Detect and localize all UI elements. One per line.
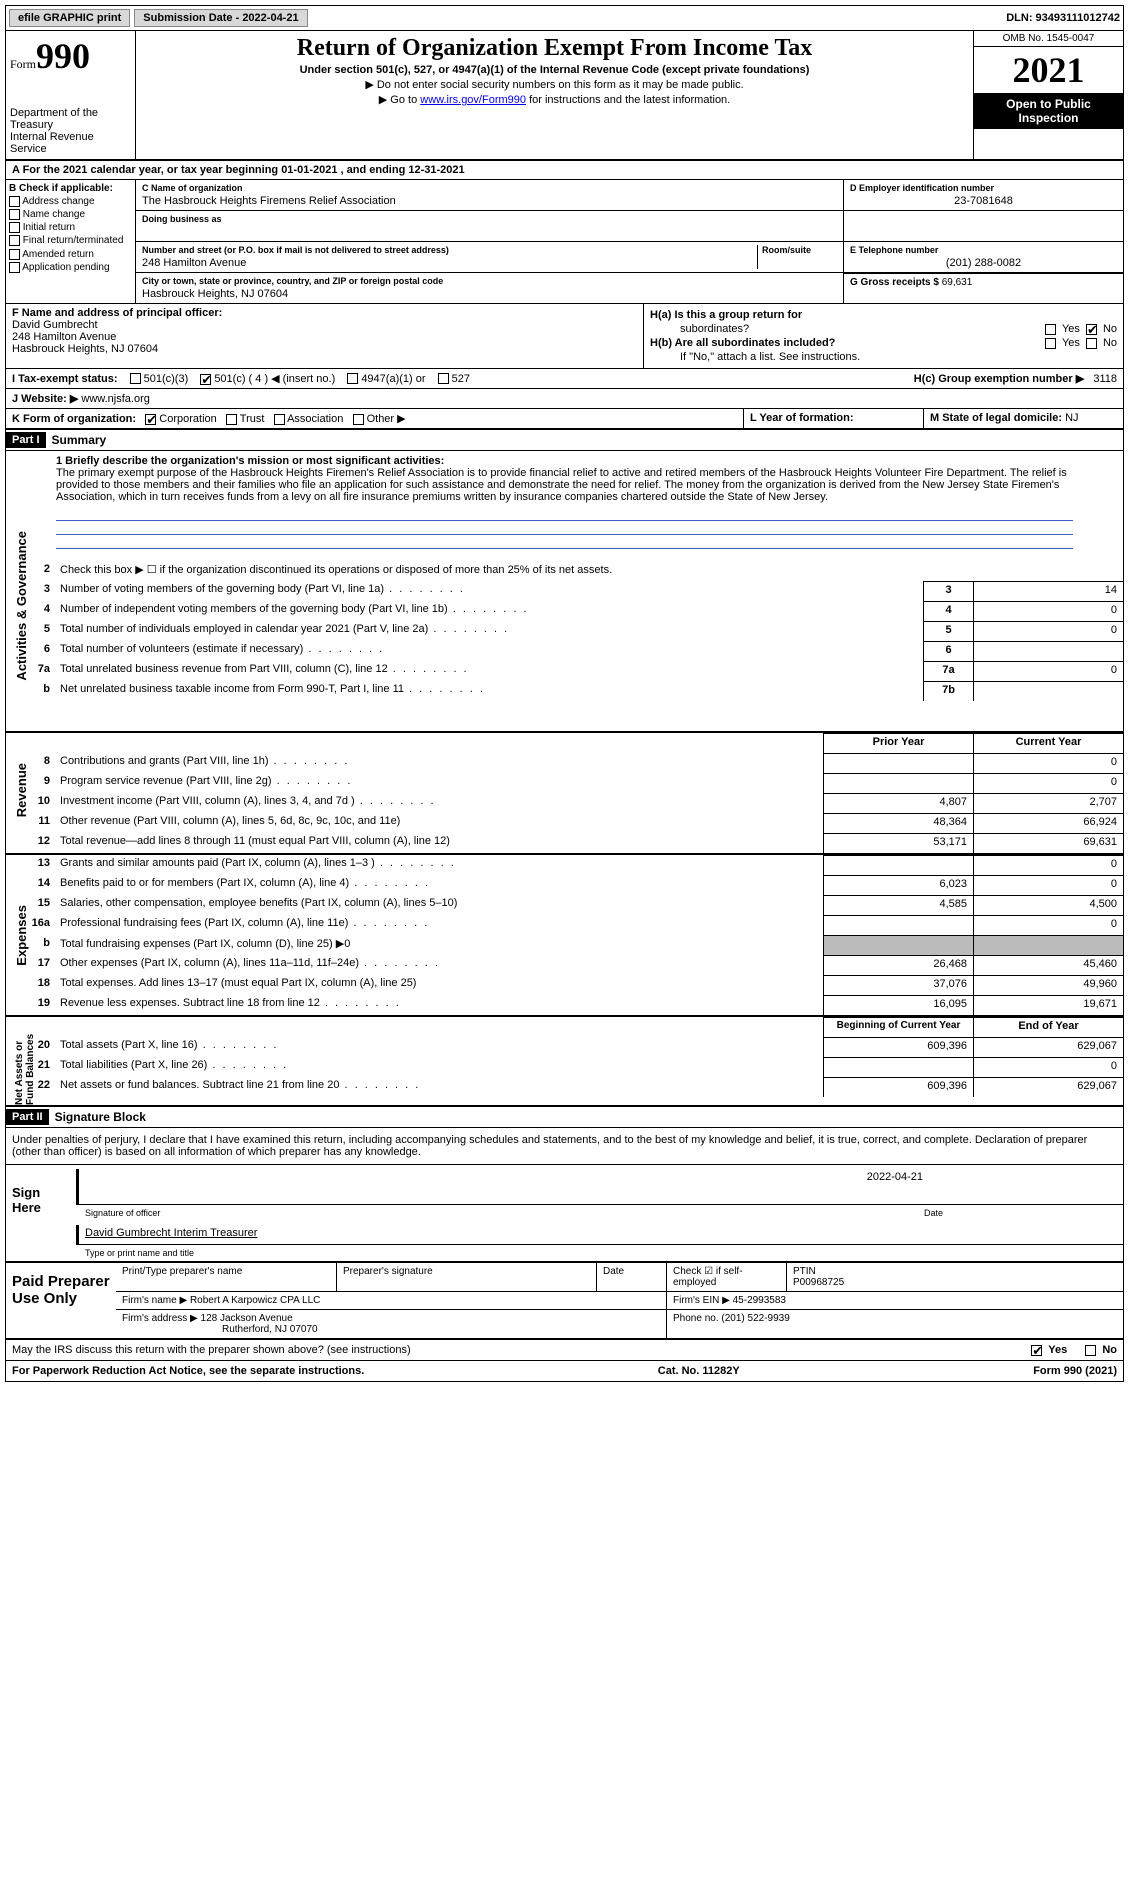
line-8: Contributions and grants (Part VIII, lin…: [56, 753, 823, 773]
dln-label: DLN: 93493111012742: [1006, 12, 1120, 24]
subtitle-1: Under section 501(c), 527, or 4947(a)(1)…: [144, 64, 965, 76]
line-16b: Total fundraising expenses (Part IX, col…: [56, 935, 823, 955]
line-7a: Total unrelated business revenue from Pa…: [56, 661, 923, 681]
line-19: Revenue less expenses. Subtract line 18 …: [56, 995, 823, 1015]
section-g: G Gross receipts $ 69,631: [843, 273, 1123, 303]
line-15: Salaries, other compensation, employee b…: [56, 895, 823, 915]
tax-year: 2021: [974, 47, 1123, 93]
line-21: Total liabilities (Part X, line 26): [56, 1057, 823, 1077]
line-14: Benefits paid to or for members (Part IX…: [56, 875, 823, 895]
line-1: 1 Briefly describe the organization's mi…: [6, 451, 1123, 507]
tab-governance: Activities & Governance: [14, 531, 29, 681]
line-12: Total revenue—add lines 8 through 11 (mu…: [56, 833, 823, 853]
part2-header: Part II Signature Block: [6, 1105, 1123, 1128]
line-11: Other revenue (Part VIII, column (A), li…: [56, 813, 823, 833]
row-i: I Tax-exempt status: 501(c)(3) 501(c) ( …: [6, 369, 1123, 389]
section-f: F Name and address of principal officer:…: [6, 304, 643, 368]
section-b: B Check if applicable: Address change Na…: [6, 180, 136, 303]
section-e: E Telephone number (201) 288-0082: [843, 242, 1123, 272]
line-17: Other expenses (Part IX, column (A), lin…: [56, 955, 823, 975]
declaration: Under penalties of perjury, I declare th…: [6, 1128, 1123, 1164]
form-header: Form990 Department of the Treasury Inter…: [6, 31, 1123, 161]
line-9: Program service revenue (Part VIII, line…: [56, 773, 823, 793]
sign-here: Sign Here Signature of officer 2022-04-2…: [6, 1164, 1123, 1261]
omb-number: OMB No. 1545-0047: [974, 31, 1123, 47]
irs-link[interactable]: www.irs.gov/Form990: [420, 94, 526, 106]
line-4: Number of independent voting members of …: [56, 601, 923, 621]
col-beginning: Beginning of Current Year: [823, 1017, 973, 1037]
form-number: Form990: [10, 35, 131, 77]
line-18: Total expenses. Add lines 13–17 (must eq…: [56, 975, 823, 995]
line-7b: Net unrelated business taxable income fr…: [56, 681, 923, 701]
col-prior-year: Prior Year: [823, 733, 973, 753]
line-22: Net assets or fund balances. Subtract li…: [56, 1077, 823, 1097]
line-10: Investment income (Part VIII, column (A)…: [56, 793, 823, 813]
open-inspection: Open to Public Inspection: [974, 93, 1123, 129]
dept-label: Department of the Treasury: [10, 107, 131, 131]
tab-expenses: Expenses: [14, 905, 29, 966]
topbar: efile GRAPHIC print Submission Date - 20…: [6, 6, 1123, 31]
form-title: Return of Organization Exempt From Incom…: [144, 35, 965, 62]
address: Number and street (or P.O. box if mail i…: [136, 242, 843, 272]
irs-label: Internal Revenue Service: [10, 131, 131, 155]
col-end: End of Year: [973, 1017, 1123, 1037]
dba: Doing business as: [136, 211, 843, 241]
efile-print-button[interactable]: efile GRAPHIC print: [9, 9, 130, 27]
submission-date-button[interactable]: Submission Date - 2022-04-21: [134, 9, 307, 27]
col-current-year: Current Year: [973, 733, 1123, 753]
section-h: H(a) Is this a group return for subordin…: [643, 304, 1123, 368]
discuss-row: May the IRS discuss this return with the…: [6, 1340, 1123, 1361]
line-5: Total number of individuals employed in …: [56, 621, 923, 641]
part1-header: Part I Summary: [6, 430, 1123, 451]
line-3: Number of voting members of the governin…: [56, 581, 923, 601]
tab-net-assets: Net Assets or Fund Balances: [14, 1022, 36, 1105]
line-20: Total assets (Part X, line 16): [56, 1037, 823, 1057]
row-j: J Website: ▶ www.njsfa.org: [6, 389, 1123, 409]
period-row: A For the 2021 calendar year, or tax yea…: [6, 161, 1123, 180]
row-k: K Form of organization: Corporation Trus…: [6, 409, 1123, 430]
subtitle-3: ▶ Go to www.irs.gov/Form990 for instruct…: [144, 93, 965, 106]
line-13: Grants and similar amounts paid (Part IX…: [56, 855, 823, 875]
line-2: Check this box ▶ ☐ if the organization d…: [56, 561, 1123, 581]
tab-revenue: Revenue: [14, 763, 29, 817]
section-c-name: C Name of organization The Hasbrouck Hei…: [136, 180, 843, 210]
subtitle-2: ▶ Do not enter social security numbers o…: [144, 78, 965, 91]
section-d: D Employer identification number 23-7081…: [843, 180, 1123, 210]
footer: For Paperwork Reduction Act Notice, see …: [6, 1361, 1123, 1381]
city: City or town, state or province, country…: [136, 273, 843, 303]
line-16a: Professional fundraising fees (Part IX, …: [56, 915, 823, 935]
line-6: Total number of volunteers (estimate if …: [56, 641, 923, 661]
paid-preparer: Paid Preparer Use Only Print/Type prepar…: [6, 1261, 1123, 1340]
